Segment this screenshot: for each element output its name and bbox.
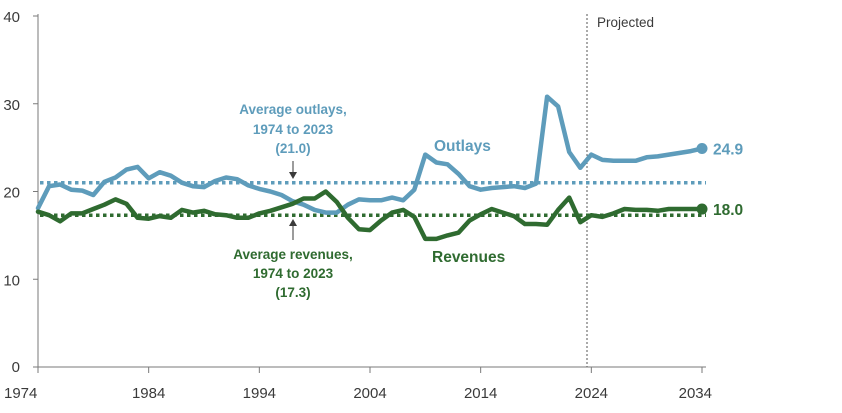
y-tick-label: 20 (3, 185, 20, 202)
x-tick-label: 2024 (575, 385, 608, 402)
average-outlays-arrowhead (289, 172, 297, 179)
y-tick-label: 10 (3, 272, 20, 289)
y-tick-label: 0 (12, 359, 20, 376)
annotations: 24.9 18.0 Outlays Revenues Average outlays, 1… (233, 102, 743, 300)
revenues-line (35, 189, 705, 242)
projection-label: Projected (597, 15, 654, 30)
y-tick-label: 40 (3, 9, 20, 26)
x-tick-label: 1994 (243, 385, 276, 402)
outlays-end-label: 24.9 (713, 142, 744, 159)
outlays-line (35, 94, 705, 215)
x-ticks: 1974 1984 1994 2004 2014 2024 2034 (4, 367, 712, 402)
average-revenues-label-line: 1974 to 2023 (253, 266, 334, 281)
x-tick-label: 1984 (132, 385, 165, 402)
average-outlays-label-line: (21.0) (275, 141, 310, 156)
revenues-series-label: Revenues (432, 249, 505, 266)
x-tick-label: 1974 (4, 385, 37, 402)
outlays-series-label: Outlays (434, 138, 491, 155)
outlays-end-point (696, 143, 708, 155)
average-revenues-label-line: Average revenues, (233, 247, 353, 262)
revenues-end-label: 18.0 (713, 202, 743, 219)
x-tick-label: 2034 (679, 385, 712, 402)
average-revenues-label-line: (17.3) (275, 285, 310, 300)
average-revenues-arrowhead (289, 219, 297, 226)
y-tick-label: 30 (3, 97, 20, 114)
axes (37, 14, 706, 368)
x-tick-label: 2004 (353, 385, 386, 402)
average-outlays-label-line: Average outlays, (239, 102, 347, 117)
x-tick-label: 2014 (464, 385, 497, 402)
revenues-end-point (696, 203, 708, 215)
y-ticks: 0 10 20 30 40 (3, 9, 38, 376)
projection-marker: Projected (586, 14, 654, 367)
series-lines (35, 94, 708, 242)
average-outlays-label-line: 1974 to 2023 (253, 122, 334, 137)
